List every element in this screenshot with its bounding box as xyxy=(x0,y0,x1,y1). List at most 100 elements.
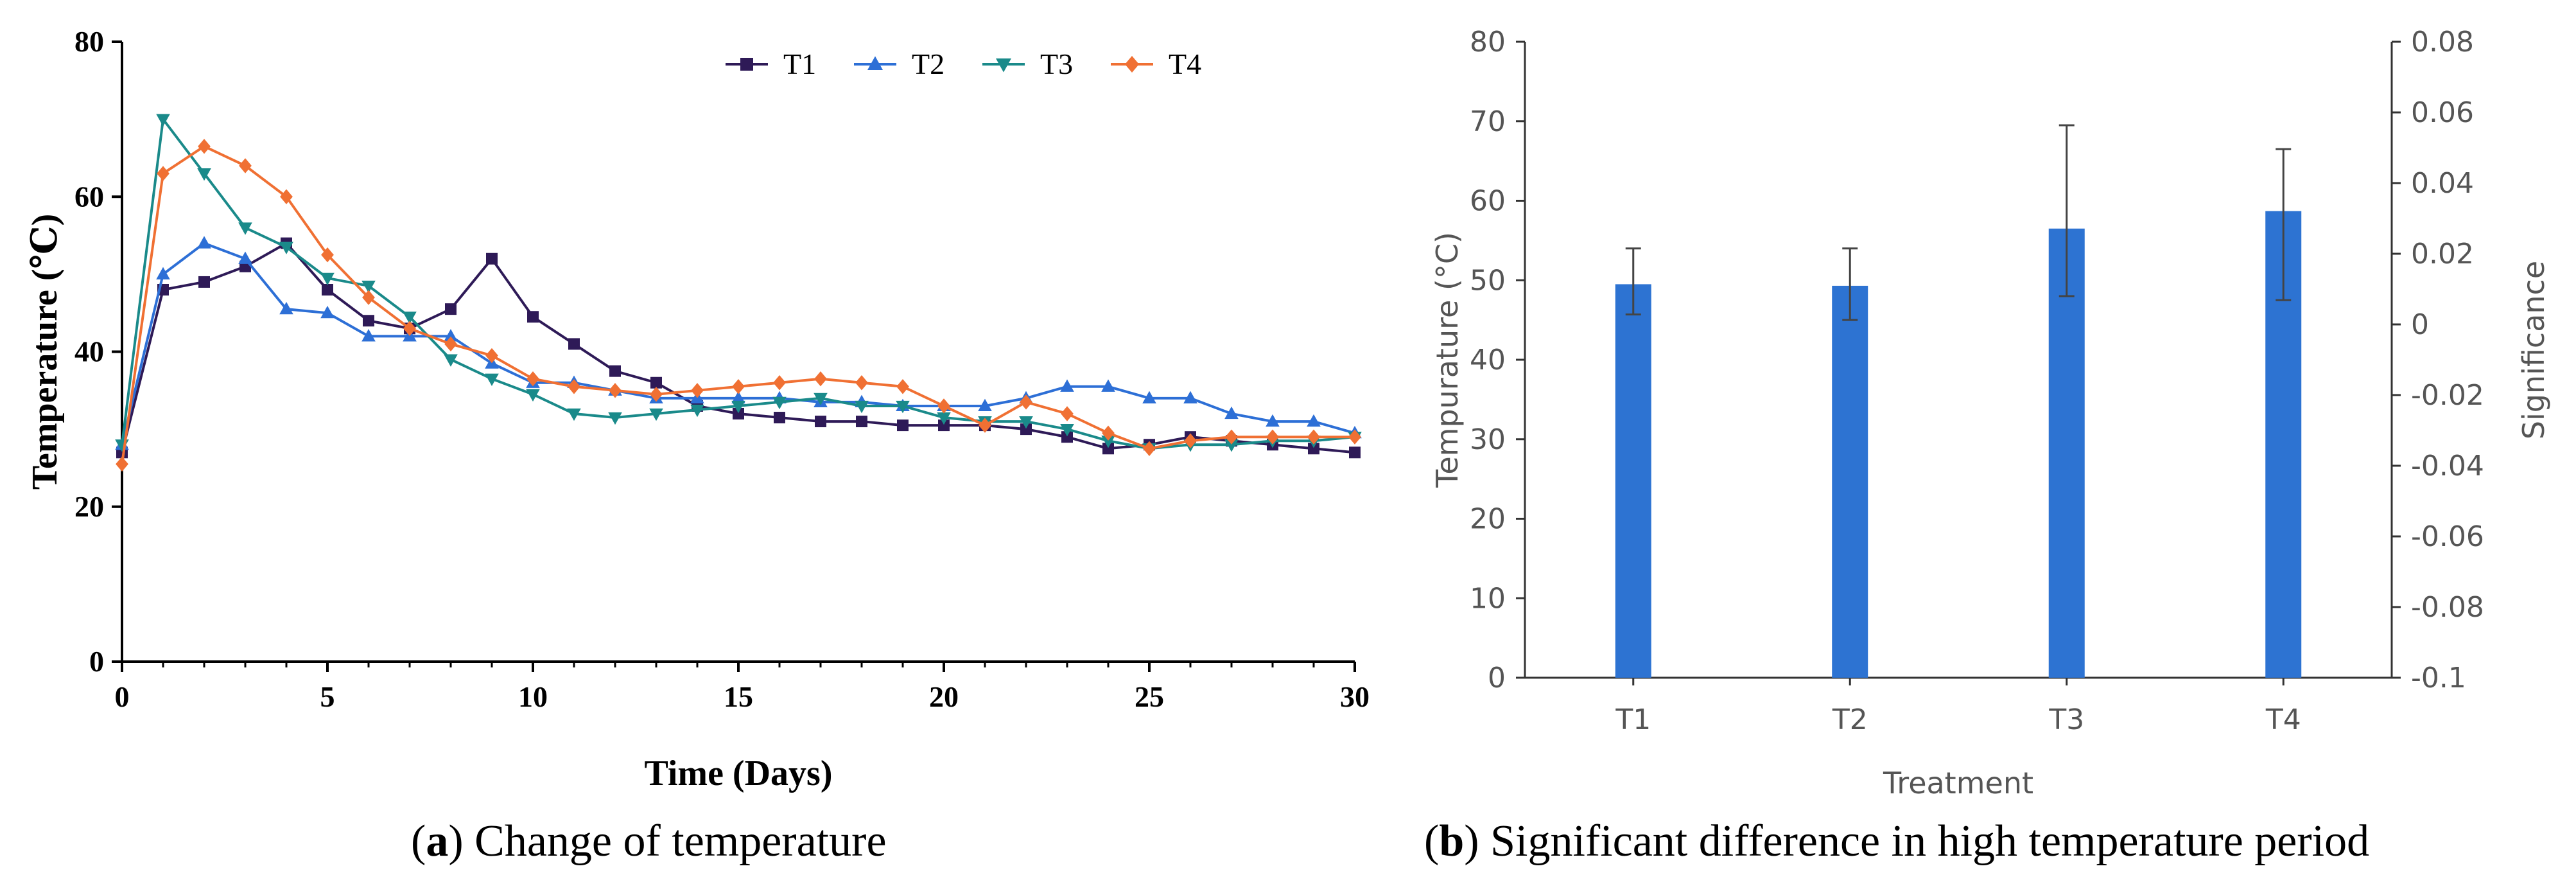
data-point-T4 xyxy=(157,166,170,181)
data-point-T4 xyxy=(1061,406,1074,421)
data-point-T2 xyxy=(978,398,992,412)
data-point-T3 xyxy=(772,396,787,410)
data-point-T4 xyxy=(1020,394,1032,410)
legend-item-T1: T1 xyxy=(726,48,816,80)
y-axis-title: Tempurature (°C) xyxy=(1430,232,1465,488)
data-point-T1 xyxy=(1020,423,1032,436)
data-point-T2 xyxy=(279,301,293,315)
bar-T3 xyxy=(2048,228,2085,678)
data-point-T3 xyxy=(1019,416,1033,429)
data-point-T4 xyxy=(321,247,334,263)
y2-tick-label: -0.04 xyxy=(2411,450,2484,482)
data-point-T1 xyxy=(486,252,498,265)
data-point-T3 xyxy=(649,408,663,421)
y-tick-label: 30 xyxy=(1470,423,1506,456)
data-point-T3 xyxy=(485,373,499,386)
bar-T1 xyxy=(1615,284,1651,678)
data-point-T2 xyxy=(1183,391,1197,403)
data-point-T1 xyxy=(609,365,621,377)
y2-tick-label: 0.04 xyxy=(2411,167,2474,200)
data-point-T3 xyxy=(320,272,335,286)
legend-marker-T2 xyxy=(867,56,883,70)
x-axis-title: Time (Days) xyxy=(645,754,833,793)
y2-tick-label: 0.02 xyxy=(2411,238,2474,270)
x-tick-label: 30 xyxy=(1340,680,1370,713)
data-point-T4 xyxy=(650,387,663,402)
data-point-T3 xyxy=(526,389,540,402)
data-point-T3 xyxy=(1060,424,1074,437)
x-tick-label: T4 xyxy=(2265,703,2301,736)
x-tick-label: 20 xyxy=(929,680,959,713)
x-axis-title: Treatment xyxy=(1883,766,2033,800)
caption-b-letter: b xyxy=(1439,816,1465,866)
data-point-T3 xyxy=(444,354,458,367)
y-tick-label: 60 xyxy=(74,180,104,213)
data-point-T3 xyxy=(279,242,293,254)
data-point-T3 xyxy=(403,312,417,324)
data-point-T1 xyxy=(897,419,909,432)
series-T4 xyxy=(116,139,1361,472)
data-point-T3 xyxy=(197,168,211,181)
data-point-T1 xyxy=(1061,431,1073,443)
data-point-T4 xyxy=(403,321,416,337)
y2-tick-label: -0.1 xyxy=(2411,662,2466,694)
data-point-T4 xyxy=(1307,429,1320,445)
y-tick-label: 0 xyxy=(89,645,104,678)
data-point-T3 xyxy=(567,408,581,421)
data-point-T1 xyxy=(527,311,539,323)
x-tick-label: 5 xyxy=(320,680,335,713)
data-point-T1 xyxy=(774,412,785,424)
data-point-T4 xyxy=(773,375,786,391)
data-point-T4 xyxy=(1184,433,1197,448)
x-tick-label: 0 xyxy=(115,680,130,713)
data-point-T2 xyxy=(1224,406,1239,419)
data-point-T1 xyxy=(650,376,662,389)
data-point-T1 xyxy=(1308,443,1319,455)
data-point-T1 xyxy=(198,276,210,288)
data-point-T2 xyxy=(731,391,745,403)
data-point-T3 xyxy=(1224,439,1239,452)
data-point-T4 xyxy=(732,379,745,394)
y-tick-label: 40 xyxy=(74,335,104,368)
data-point-T4 xyxy=(485,348,498,364)
y-tick-label: 80 xyxy=(74,25,104,58)
y2-tick-label: 0 xyxy=(2411,308,2429,341)
caption-b: (b) Significant difference in high tempe… xyxy=(1424,816,2370,866)
data-point-T4 xyxy=(362,290,375,305)
data-point-T2 xyxy=(156,267,170,279)
bar-group-T3 xyxy=(2048,124,2085,678)
legend-marker-T1 xyxy=(740,58,753,71)
data-point-T3 xyxy=(896,400,910,414)
data-point-T4 xyxy=(1102,425,1115,441)
data-point-T3 xyxy=(690,404,704,418)
data-point-T2 xyxy=(1060,379,1074,392)
legend-marker-T4 xyxy=(1125,56,1139,73)
data-point-T4 xyxy=(1225,429,1238,445)
data-point-T1 xyxy=(815,416,826,428)
data-point-T4 xyxy=(239,158,252,173)
data-point-T4 xyxy=(116,456,128,472)
bar-T2 xyxy=(1832,285,1868,678)
y-tick-label: 10 xyxy=(1470,582,1506,615)
data-point-T1 xyxy=(445,303,457,315)
data-point-T3 xyxy=(156,114,170,127)
data-point-T3 xyxy=(814,393,828,406)
data-point-T1 xyxy=(1102,443,1114,455)
x-tick-label: T3 xyxy=(2048,703,2084,736)
y-tick-label: 60 xyxy=(1470,185,1506,218)
data-point-T4 xyxy=(855,375,868,391)
data-point-T3 xyxy=(1101,436,1115,448)
data-point-T4 xyxy=(1143,441,1156,456)
bar-group-T4 xyxy=(2265,148,2302,678)
data-point-T2 xyxy=(320,305,335,319)
legend-item-T3: T3 xyxy=(982,48,1073,80)
y2-axis-title: Significance xyxy=(2516,261,2551,439)
data-point-T1 xyxy=(733,408,744,419)
legend-label-T2: T2 xyxy=(912,48,944,80)
data-point-T3 xyxy=(731,400,745,414)
legend-label-T3: T3 xyxy=(1040,48,1073,80)
data-point-T3 xyxy=(937,412,951,425)
data-point-T2 xyxy=(1266,414,1280,427)
y-tick-label: 50 xyxy=(1470,264,1506,297)
